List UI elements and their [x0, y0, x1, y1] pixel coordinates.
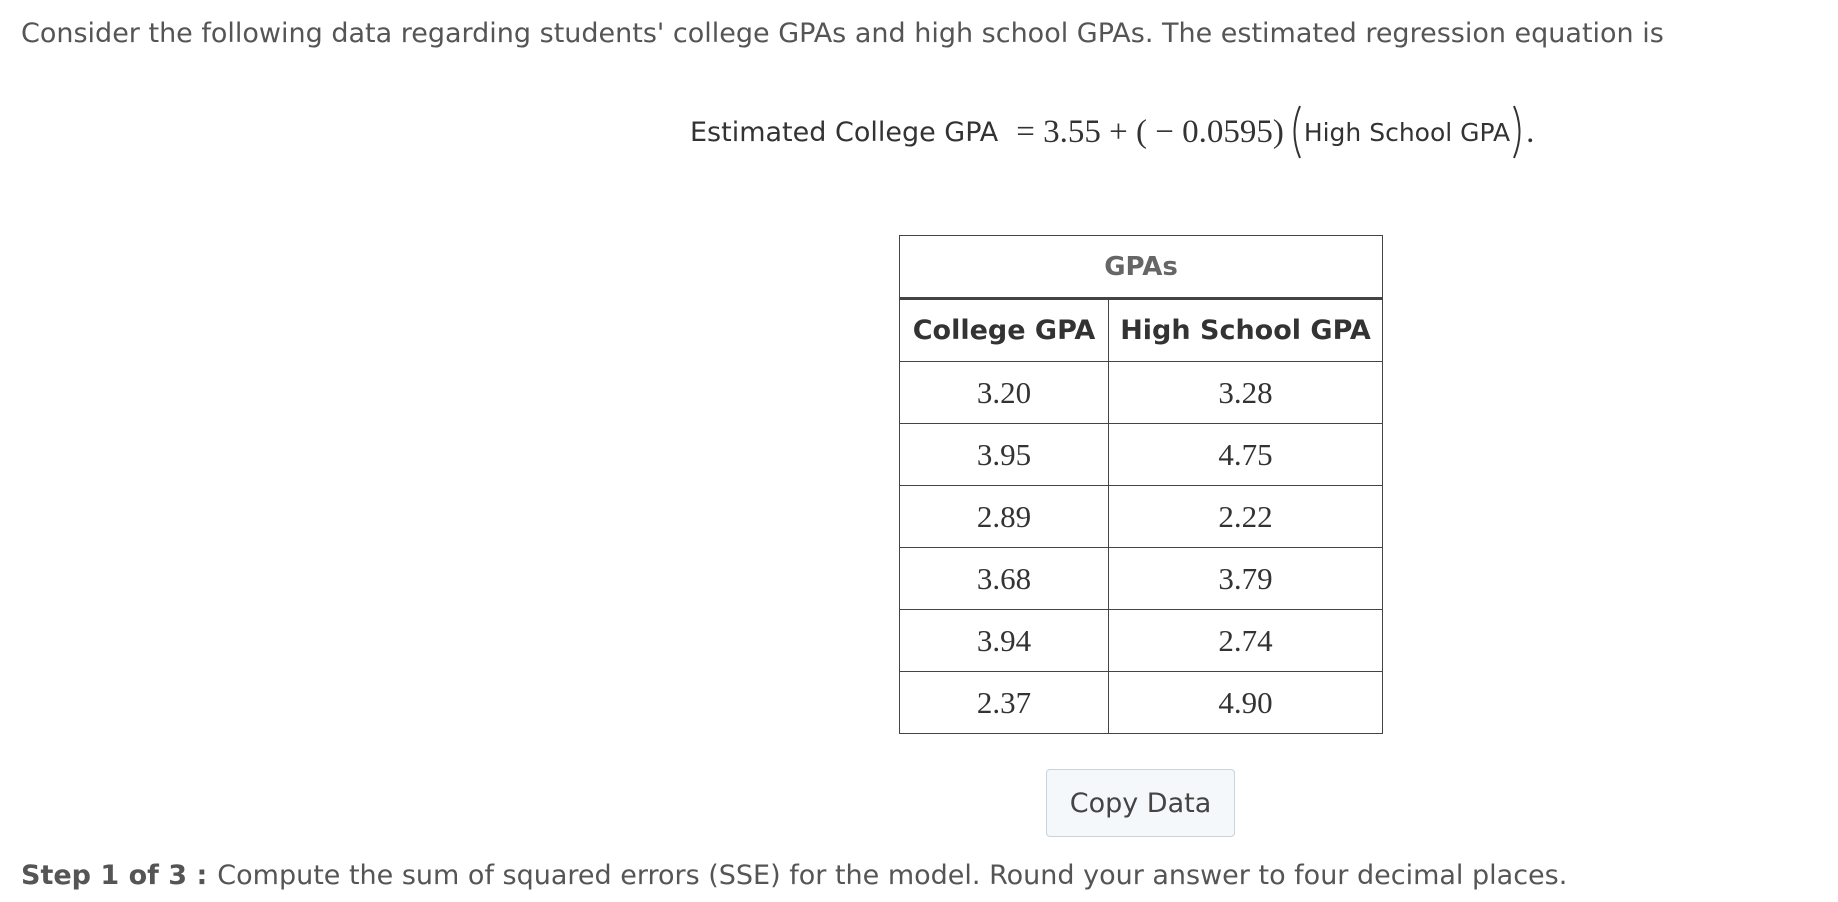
- table-cell: 3.79: [1108, 547, 1383, 610]
- right-paren: [1513, 105, 1521, 159]
- table-row: 2.37 4.90: [899, 671, 1383, 734]
- column-header: High School GPA: [1108, 298, 1383, 362]
- table-cell: 4.90: [1108, 671, 1383, 734]
- intro-text: Consider the following data regarding st…: [21, 18, 1664, 49]
- equation-formula: = 3.55 + ( − 0.0595): [1016, 113, 1284, 150]
- equation-variable: High School GPA: [1303, 117, 1511, 147]
- equation: Estimated College GPA = 3.55 + ( − 0.059…: [690, 104, 1534, 160]
- table-title: GPAs: [899, 235, 1383, 300]
- table-row: 2.89 2.22: [899, 485, 1383, 548]
- table-cell: 3.68: [899, 547, 1109, 610]
- table-cell: 2.22: [1108, 485, 1383, 548]
- table-row: 3.20 3.28: [899, 361, 1383, 424]
- table-row: 3.68 3.79: [899, 547, 1383, 610]
- table-cell: 4.75: [1108, 423, 1383, 486]
- step-instruction: Step 1 of 3 : Compute the sum of squared …: [21, 860, 1567, 891]
- table-row: 3.95 4.75: [899, 423, 1383, 486]
- step-text: Compute the sum of squared errors (SSE) …: [217, 860, 1568, 891]
- table-cell: 2.74: [1108, 609, 1383, 672]
- column-header: College GPA: [899, 298, 1109, 362]
- equation-label: Estimated College GPA: [690, 116, 999, 148]
- copy-data-button[interactable]: Copy Data: [1046, 769, 1235, 837]
- step-label: Step 1 of 3 :: [21, 860, 208, 891]
- left-paren: [1293, 105, 1301, 159]
- table-cell: 3.28: [1108, 361, 1383, 424]
- table-cell: 2.89: [899, 485, 1109, 548]
- table-cell: 2.37: [899, 671, 1109, 734]
- table-cell: 3.95: [899, 423, 1109, 486]
- table-row: 3.94 2.74: [899, 609, 1383, 672]
- equation-end: .: [1526, 113, 1535, 150]
- data-table: GPAs College GPA High School GPA 3.20 3.2…: [899, 235, 1383, 734]
- table-cell: 3.94: [899, 609, 1109, 672]
- table-cell: 3.20: [899, 361, 1109, 424]
